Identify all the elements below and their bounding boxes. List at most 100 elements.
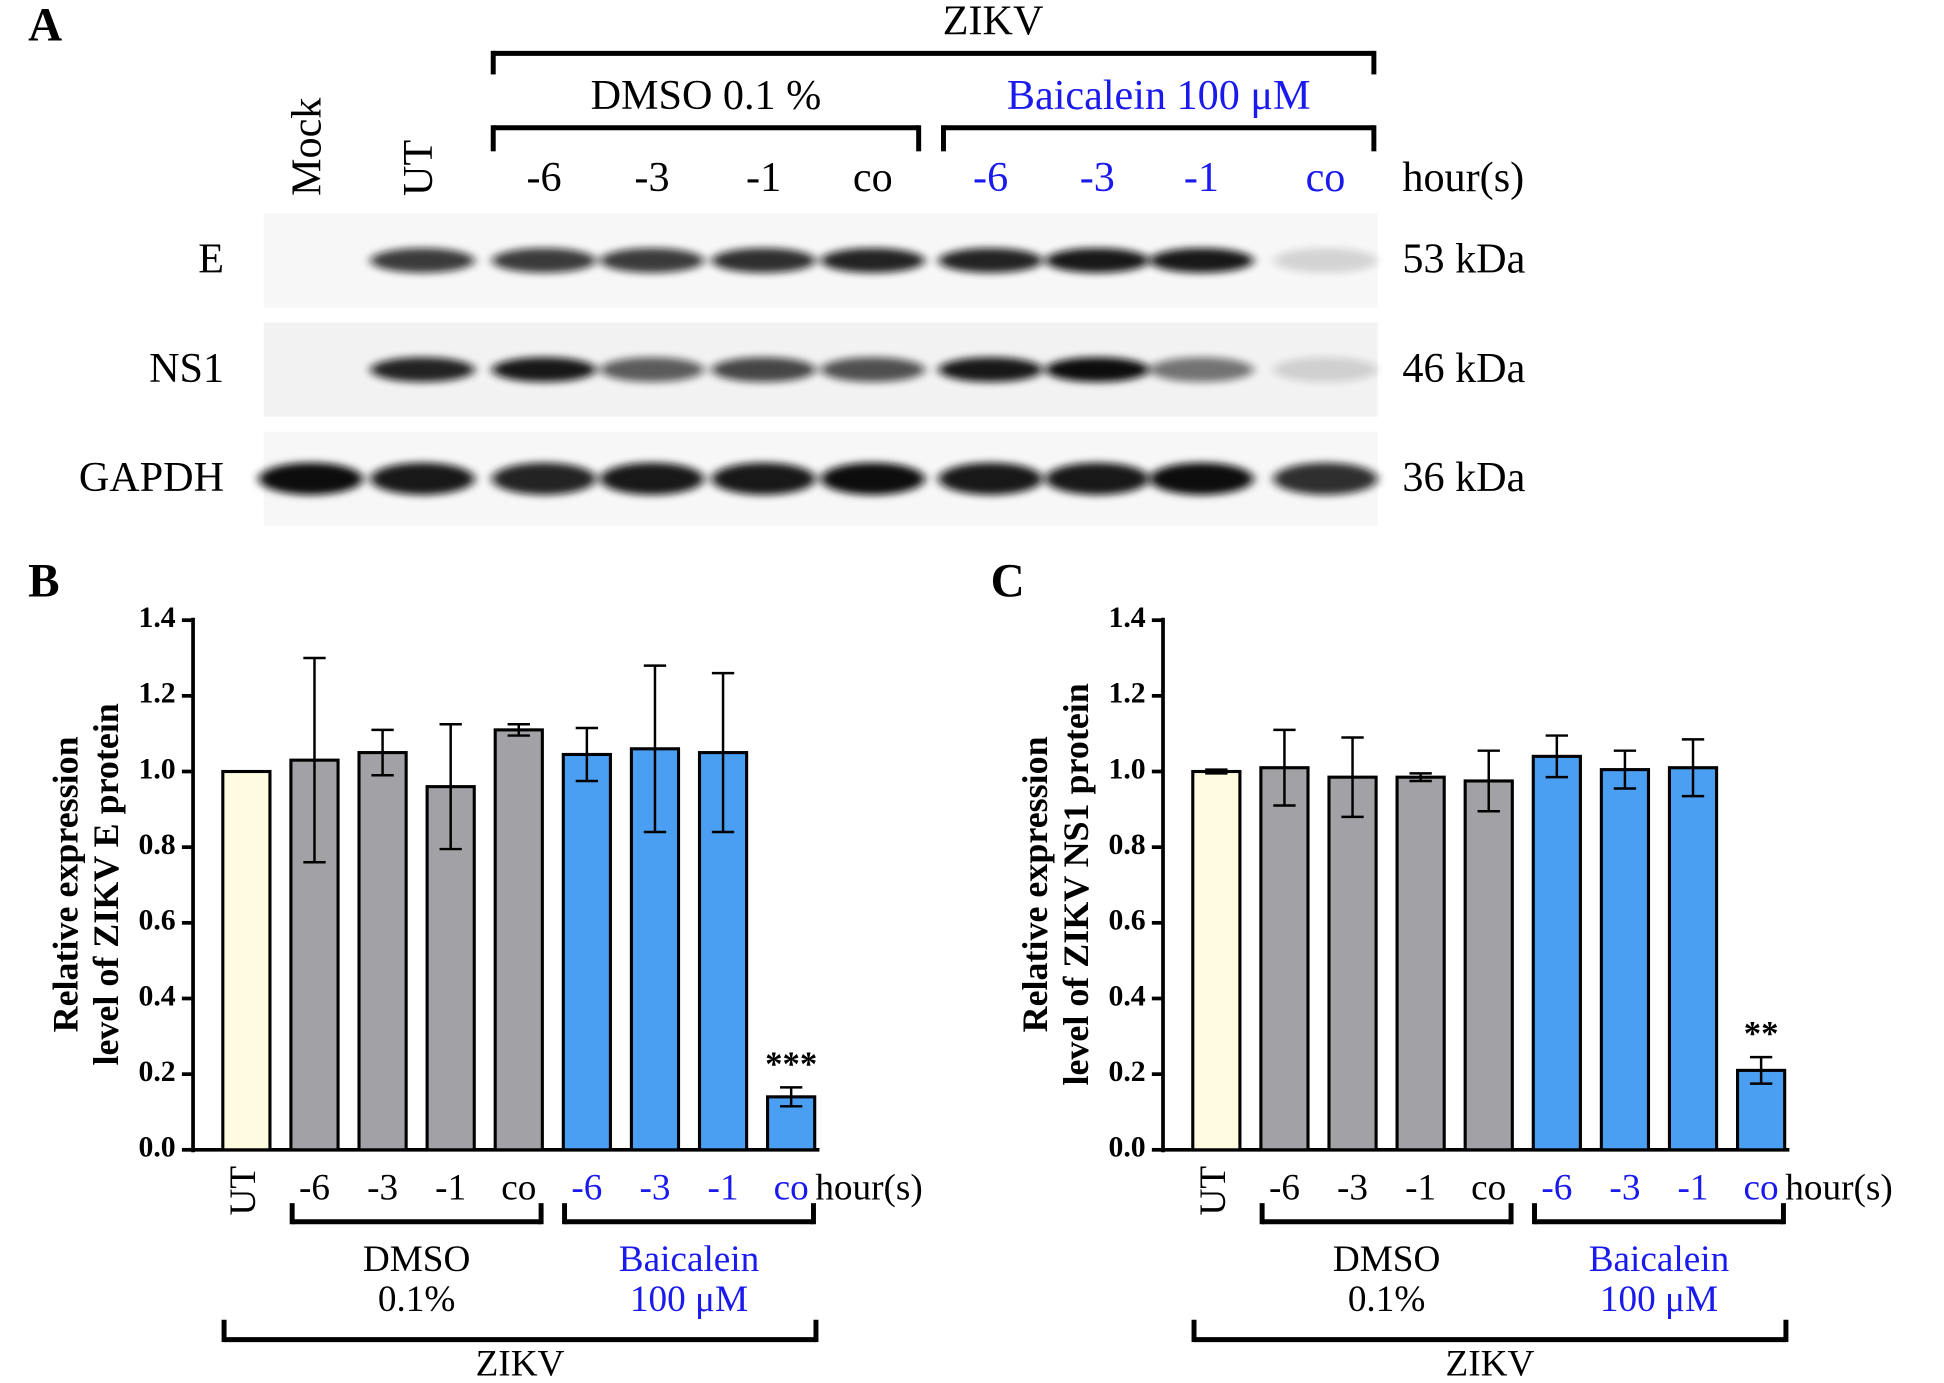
band (258, 462, 363, 495)
band (370, 248, 475, 273)
band (820, 462, 925, 495)
group-label: Baicalein (1589, 1239, 1730, 1280)
error-bar (1545, 734, 1568, 779)
band (711, 248, 816, 273)
x-tick-label: co (774, 1167, 809, 1208)
group-label: 0.1% (1348, 1279, 1426, 1320)
group-label: ZIKV (943, 0, 1044, 44)
x-tick-label: -1 (1405, 1167, 1436, 1208)
band (820, 248, 925, 273)
bar (1599, 768, 1651, 1152)
x-tick-label: -6 (299, 1167, 330, 1208)
band (1045, 462, 1150, 495)
treatment-label: DMSO 0.1 % (591, 72, 822, 119)
lane-label: -6 (973, 154, 1008, 201)
x-unit: hour(s) (815, 1167, 922, 1208)
y-axis-label: level of ZIKV E protein (86, 703, 126, 1065)
lane-label: -3 (1080, 154, 1115, 201)
y-tick-label: 1.2 (139, 677, 176, 710)
error-bar (711, 671, 735, 834)
bar (1531, 754, 1582, 1152)
lane-label: -6 (527, 154, 562, 201)
band (1045, 248, 1150, 273)
panel-label: C (991, 555, 1025, 607)
error-bar (643, 664, 667, 834)
error-bar (575, 726, 599, 783)
bar (493, 728, 544, 1152)
bar (1259, 766, 1310, 1152)
panel-label: B (28, 555, 59, 607)
band (938, 248, 1043, 273)
y-tick-label: 0.8 (1108, 828, 1145, 861)
bar (425, 785, 476, 1152)
band (1273, 357, 1378, 383)
error-bar (1409, 772, 1432, 783)
bar (1191, 769, 1242, 1152)
band (1149, 248, 1254, 273)
bar (1667, 766, 1719, 1152)
band (1273, 248, 1378, 273)
y-tick-label: 0.2 (139, 1055, 176, 1088)
band (599, 462, 705, 495)
x-tick-label: co (501, 1167, 536, 1208)
y-tick-label: 1.0 (1108, 752, 1145, 785)
x-tick-label: -6 (571, 1167, 602, 1208)
significance: ** (1744, 1014, 1779, 1053)
lane-label: co (1306, 154, 1346, 201)
band (711, 357, 816, 383)
lane-label: Mock (284, 97, 331, 196)
band (1045, 357, 1150, 383)
bar (221, 769, 272, 1152)
y-axis-label: Relative expression (45, 736, 85, 1032)
band (599, 248, 705, 273)
size-label: 53 kDa (1402, 236, 1525, 283)
y-tick-label: 0.2 (1108, 1055, 1145, 1088)
x-tick-label: co (1471, 1167, 1506, 1208)
band (491, 462, 597, 495)
significance: *** (765, 1045, 817, 1084)
row-label: E (198, 236, 224, 283)
error-bar (1681, 738, 1705, 798)
x-tick-label: UT (223, 1166, 264, 1216)
x-tick-label: -3 (1337, 1167, 1368, 1208)
group-label: 100 μM (1600, 1279, 1718, 1320)
y-tick-label: 0.8 (139, 828, 176, 861)
error-bar (1613, 749, 1637, 790)
error-bar (303, 656, 326, 864)
bar (1395, 775, 1446, 1152)
band (1273, 462, 1378, 495)
y-tick-label: 1.2 (1108, 677, 1145, 710)
y-tick-label: 1.4 (139, 601, 176, 634)
band (938, 357, 1043, 383)
x-tick-label: -3 (639, 1167, 670, 1208)
band (820, 357, 925, 383)
error-bar (1749, 1055, 1773, 1085)
y-axis-label: level of ZIKV NS1 protein (1056, 683, 1096, 1085)
error-bar (1477, 749, 1500, 813)
band (370, 462, 475, 495)
band (599, 357, 705, 383)
bar (357, 751, 408, 1152)
y-tick-label: 0.0 (1108, 1131, 1145, 1164)
band (491, 248, 597, 273)
x-tick-label: -6 (1541, 1167, 1572, 1208)
panel-label: A (28, 0, 62, 52)
error-bar (1205, 768, 1228, 775)
x-tick-label: UT (1193, 1166, 1234, 1216)
group-label: ZIKV (1446, 1343, 1535, 1383)
band (491, 357, 597, 383)
x-tick-label: -3 (1609, 1167, 1640, 1208)
lane-label: -1 (1184, 154, 1219, 201)
size-label: 46 kDa (1402, 345, 1525, 392)
lane-label: -1 (746, 154, 781, 201)
treatment-label: Baicalein 100 μM (1007, 72, 1311, 119)
y-tick-label: 0.0 (139, 1131, 176, 1164)
error-bar (439, 722, 462, 851)
y-tick-label: 0.4 (139, 979, 176, 1012)
time-unit: hour(s) (1402, 154, 1524, 201)
bar (1463, 779, 1514, 1152)
bar (561, 752, 612, 1152)
x-tick-label: co (1744, 1167, 1779, 1208)
band (938, 462, 1043, 495)
